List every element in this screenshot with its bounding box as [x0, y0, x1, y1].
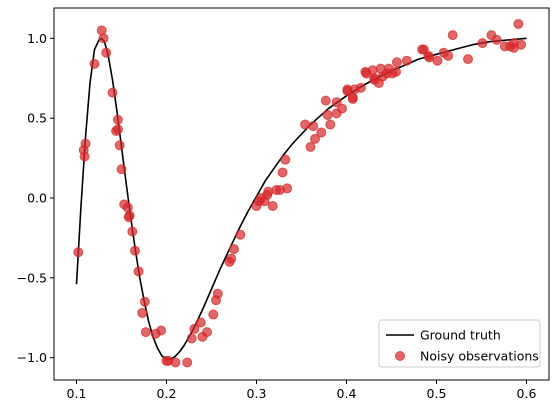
noisy-observation-point: [391, 66, 401, 77]
noisy-observation-point: [316, 127, 327, 138]
noisy-observation-point: [89, 58, 100, 69]
noisy-observation-point: [122, 202, 133, 213]
noisy-observation-point: [140, 327, 151, 338]
noisy-observation-point: [477, 38, 488, 49]
noisy-observation-point: [195, 317, 206, 328]
x-tick-label: 0.2: [157, 386, 177, 401]
noisy-observation-point: [98, 33, 109, 44]
noisy-observation-point: [208, 309, 219, 320]
noisy-observation-point: [322, 109, 333, 120]
noisy-observation-point: [267, 200, 278, 211]
legend-ground-truth-label: Ground truth: [420, 328, 501, 343]
noisy-observation-point: [96, 25, 107, 36]
noisy-observation-point: [112, 124, 123, 135]
noisy-observation-point: [277, 167, 288, 178]
noisy-observation-point: [443, 50, 454, 61]
noisy-observation-point: [139, 296, 150, 307]
noisy-observation-point: [513, 18, 524, 29]
noisy-observation-point: [186, 333, 197, 344]
noisy-observation-point: [491, 34, 502, 45]
noisy-observation-point: [305, 141, 316, 152]
noisy-observation-point: [282, 183, 293, 194]
noisy-observation-point: [170, 357, 181, 368]
noisy-observation-point: [347, 92, 358, 103]
noisy-observation-point: [202, 327, 212, 338]
y-tick-label: 0.0: [27, 190, 47, 205]
noisy-observation-point: [127, 226, 138, 237]
noisy-observation-point: [391, 57, 402, 68]
noisy-observation-point: [263, 186, 274, 197]
noisy-observation-point: [137, 307, 148, 318]
noisy-observation-point: [432, 55, 443, 66]
noisy-observation-point: [463, 54, 473, 65]
x-tick-label: 0.3: [247, 386, 267, 401]
noisy-observation-point: [308, 121, 319, 132]
noisy-observation-point: [331, 97, 342, 108]
noisy-observation-point: [130, 245, 140, 256]
noisy-observation-point: [337, 103, 347, 114]
noisy-observation-point: [280, 154, 291, 165]
noisy-observation-point: [156, 325, 167, 336]
noisy-observation-point: [226, 253, 237, 264]
noisy-observation-point: [235, 229, 246, 240]
noisy-observation-point: [112, 114, 123, 125]
noisy-observation-point: [114, 140, 125, 151]
x-tick-label: 0.1: [67, 386, 87, 401]
noisy-observation-point: [229, 244, 239, 255]
noisy-observation-point: [80, 138, 91, 149]
noisy-observation-point: [310, 133, 320, 144]
legend-noisy-observations-label: Noisy observations: [420, 349, 539, 364]
noisy-observation-point: [320, 95, 331, 106]
noisy-observation-point: [182, 357, 193, 368]
x-tick-label: 0.5: [427, 386, 447, 401]
noisy-observations-layer: [73, 18, 527, 368]
x-tick-label: 0.6: [517, 386, 537, 401]
noisy-observation-point: [73, 247, 84, 258]
noisy-observation-point: [79, 151, 90, 162]
x-axis: 0.1 0.2 0.3 0.4 0.5 0.6: [67, 380, 537, 401]
plot-area: [73, 18, 527, 368]
y-tick-label: −1.0: [17, 350, 47, 365]
noisy-observation-point: [300, 119, 311, 130]
y-tick-label: 0.5: [27, 111, 47, 126]
y-tick-label: 1.0: [27, 31, 47, 46]
y-axis: −1.0 −0.5 0.0 0.5 1.0: [17, 31, 54, 365]
noisy-observation-point: [401, 55, 412, 66]
x-tick-label: 0.4: [337, 386, 357, 401]
legend: Ground truth Noisy observations: [378, 319, 541, 368]
noisy-observation-point: [124, 210, 135, 221]
noisy-observation-point: [516, 39, 527, 50]
legend-box: [378, 319, 541, 368]
axes-frame: [53, 7, 550, 381]
legend-noisy-observations-swatch: [395, 351, 405, 361]
noisy-observation-point: [189, 323, 200, 334]
noisy-observation-point: [212, 288, 223, 299]
noisy-observation-point: [325, 119, 336, 130]
noisy-observation-point: [101, 47, 112, 58]
noisy-observation-point: [107, 87, 118, 98]
noisy-observation-point: [116, 164, 127, 175]
y-tick-label: −0.5: [17, 270, 47, 285]
noisy-observation-point: [355, 82, 366, 93]
noisy-observation-point: [367, 65, 378, 76]
noisy-observation-point: [133, 266, 144, 277]
noisy-observation-point: [447, 30, 458, 41]
